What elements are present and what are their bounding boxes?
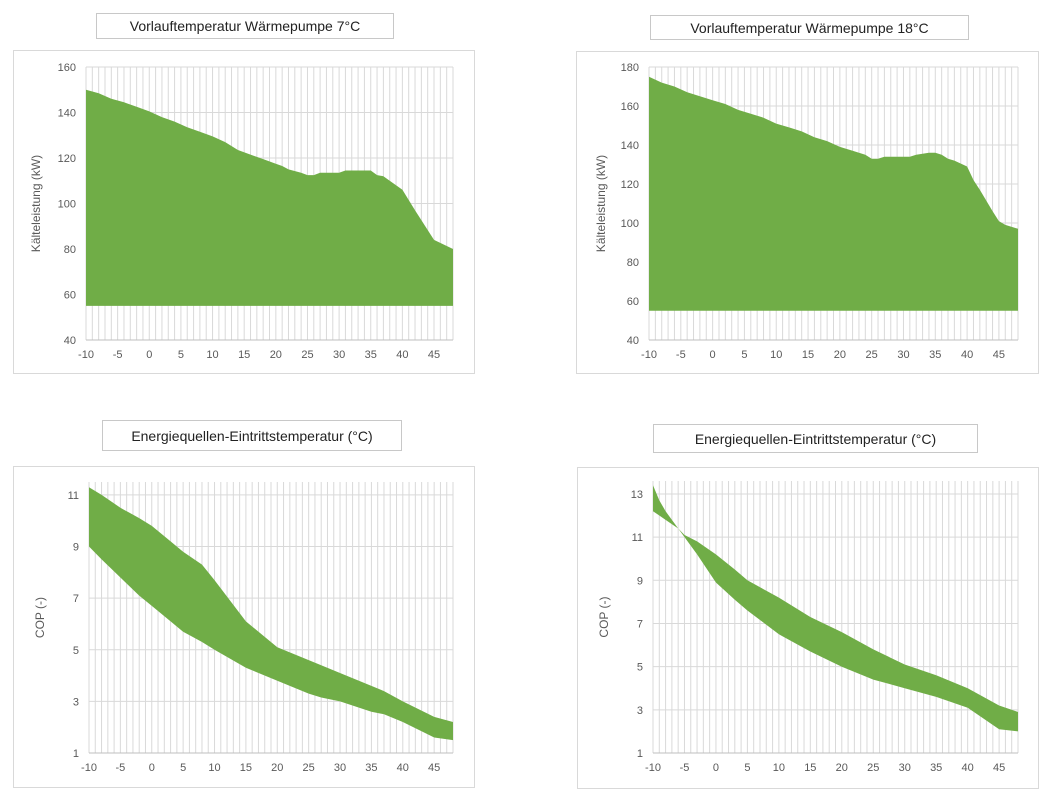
x-tick-label: 10: [206, 349, 218, 361]
x-tick-label: 0: [710, 349, 716, 361]
y-tick-label: 120: [621, 179, 639, 191]
y-tick-label: 160: [58, 62, 76, 74]
area-band-series: [649, 76, 1018, 311]
y-tick-label: 5: [637, 662, 643, 674]
y-tick-label: 3: [73, 696, 79, 708]
y-tick-label: 140: [58, 108, 76, 120]
y-tick-label: 1: [637, 748, 643, 760]
area-band-series: [86, 89, 453, 306]
x-tick-label: 40: [396, 349, 408, 361]
x-tick-label: 30: [897, 349, 909, 361]
x-tick-label: 20: [270, 349, 282, 361]
x-tick-label: 35: [929, 349, 941, 361]
x-tick-label: 35: [930, 762, 942, 774]
x-tick-label: 15: [240, 762, 252, 774]
y-tick-label: 13: [631, 489, 643, 501]
area-band-series: [89, 487, 453, 741]
y-tick-label: 180: [621, 62, 639, 74]
x-tick-label: -10: [645, 762, 661, 774]
x-tick-label: 30: [899, 762, 911, 774]
x-tick-label: 5: [741, 349, 747, 361]
x-tick-label: 35: [365, 762, 377, 774]
x-tick-label: 0: [713, 762, 719, 774]
x-tick-label: 45: [428, 349, 440, 361]
area-band-series: [653, 485, 1018, 732]
x-tick-label: 45: [993, 762, 1005, 774]
x-tick-label: 0: [149, 762, 155, 774]
x-tick-label: 5: [178, 349, 184, 361]
chart-4-area: 1 3 5 7 9 11 13 -10 -5 0 5 10 15 20 25 30 35 40 45 COP (-): [577, 467, 1039, 789]
x-tick-label: 20: [836, 762, 848, 774]
y-tick-label: 40: [64, 335, 76, 347]
x-tick-label: 10: [773, 762, 785, 774]
x-tick-label: 40: [397, 762, 409, 774]
y-tick-label: 1: [73, 748, 79, 760]
x-tick-label: -5: [113, 349, 123, 361]
y-tick-label: 100: [58, 199, 76, 211]
x-tick-label: -10: [78, 349, 94, 361]
chart-2-title: Vorlauftemperatur Wärmepumpe 18°C: [650, 15, 969, 40]
y-axis-label: Kälteleistung (kW): [594, 155, 608, 252]
x-tick-label: 10: [770, 349, 782, 361]
chart-2-area: 40 60 80 100 120 140 160 180 -10 -5 0 5 10 15 20 25 30 35…: [576, 51, 1039, 374]
x-tick-label: 5: [744, 762, 750, 774]
y-tick-label: 40: [627, 335, 639, 347]
y-axis-label: Kälteleistung (kW): [29, 155, 43, 252]
x-tick-label: -5: [676, 349, 686, 361]
x-tick-label: -5: [680, 762, 690, 774]
y-axis-label: COP (-): [33, 597, 47, 638]
x-tick-label: 15: [802, 349, 814, 361]
x-tick-label: 25: [866, 349, 878, 361]
x-tick-label: 25: [303, 762, 315, 774]
chart-1-area: 40 60 80 100 120 140 160 -10 -5 0 5 10 15 20 25 30 35 40 4…: [13, 50, 475, 374]
x-tick-label: 20: [271, 762, 283, 774]
y-tick-label: 7: [73, 593, 79, 605]
x-tick-label: 15: [804, 762, 816, 774]
x-tick-label: 45: [428, 762, 440, 774]
chart-4-title: Energiequellen-Eintrittstemperatur (°C): [653, 424, 978, 453]
chart-1-title: Vorlauftemperatur Wärmepumpe 7°C: [96, 13, 394, 39]
y-tick-label: 160: [621, 101, 639, 113]
y-tick-label: 60: [64, 290, 76, 302]
x-tick-label: 25: [301, 349, 313, 361]
y-tick-label: 60: [627, 296, 639, 308]
y-tick-label: 80: [627, 257, 639, 269]
x-tick-label: 30: [334, 762, 346, 774]
x-tick-label: 0: [146, 349, 152, 361]
chart-2-svg: 40 60 80 100 120 140 160 180 -10 -5 0 5 10 15 20 25 30 35…: [594, 62, 1019, 361]
x-tick-label: -10: [81, 762, 97, 774]
x-tick-label: 45: [993, 349, 1005, 361]
x-tick-label: -10: [641, 349, 657, 361]
y-tick-label: 80: [64, 244, 76, 256]
chart-3-area: 1 3 5 7 9 11 -10 -5 0 5 10 15 20 25 30 35 40 45 COP (-): [13, 466, 475, 788]
x-tick-label: 20: [834, 349, 846, 361]
x-tick-label: 5: [180, 762, 186, 774]
y-tick-label: 9: [73, 542, 79, 554]
chart-3-title: Energiequellen-Eintrittstemperatur (°C): [102, 420, 402, 451]
y-tick-label: 140: [621, 140, 639, 152]
x-tick-label: 15: [238, 349, 250, 361]
y-tick-label: 3: [637, 705, 643, 717]
x-tick-label: 40: [962, 762, 974, 774]
y-tick-label: 5: [73, 645, 79, 657]
y-tick-label: 9: [637, 575, 643, 587]
y-axis-label: COP (-): [597, 596, 611, 637]
x-tick-label: 35: [365, 349, 377, 361]
y-tick-label: 7: [637, 618, 643, 630]
x-tick-label: 25: [867, 762, 879, 774]
x-tick-label: -5: [115, 762, 125, 774]
x-tick-label: 10: [208, 762, 220, 774]
x-tick-label: 40: [961, 349, 973, 361]
y-tick-label: 120: [58, 153, 76, 165]
y-tick-label: 100: [621, 218, 639, 230]
y-tick-label: 11: [632, 532, 643, 544]
chart-1-svg: 40 60 80 100 120 140 160 -10 -5 0 5 10 15 20 25 30 35 40 4…: [29, 62, 454, 361]
y-tick-label: 11: [68, 490, 79, 502]
x-tick-label: 30: [333, 349, 345, 361]
